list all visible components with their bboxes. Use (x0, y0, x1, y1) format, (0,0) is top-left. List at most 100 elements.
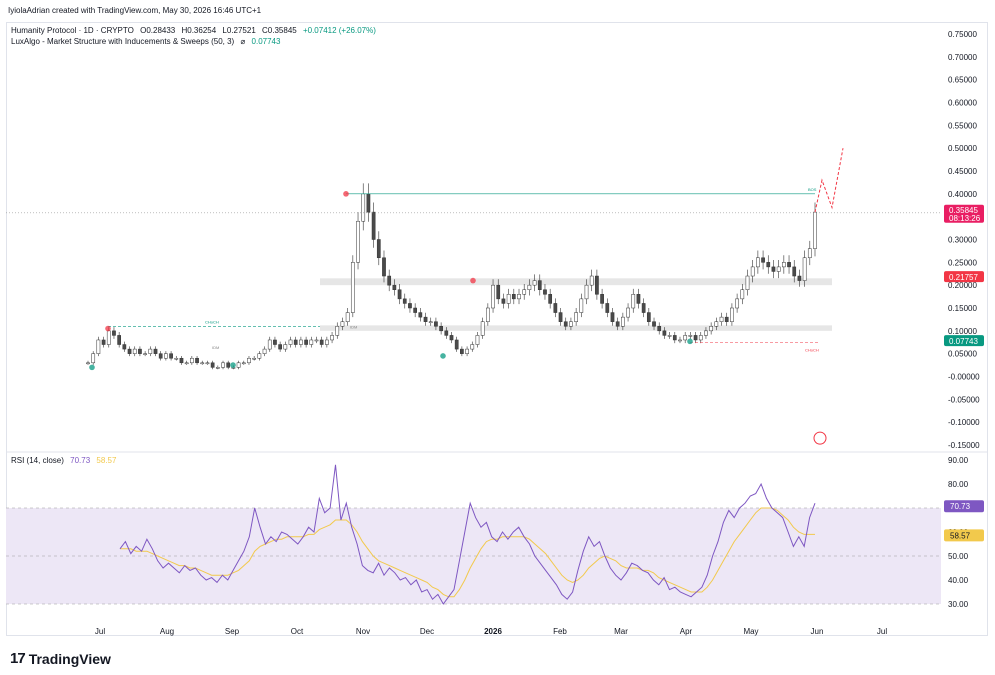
candle-body (724, 316, 729, 322)
candle-body (350, 262, 355, 313)
price-axis-tick: -0.15000 (948, 441, 980, 450)
candle-body (610, 312, 615, 322)
candle-body (215, 367, 220, 369)
candle-body (91, 353, 96, 364)
rsi-ma-value: 58.57 (96, 456, 117, 465)
ohlc-close: C0.35845 (262, 26, 297, 35)
annotation-choch: CHoCH (205, 319, 219, 324)
candle-body (589, 275, 594, 286)
time-axis-label: Feb (553, 627, 567, 636)
supply-demand-zone (320, 278, 832, 286)
candle-body (714, 321, 719, 327)
last-price-tag (944, 204, 984, 223)
level-tag-red (944, 271, 984, 283)
projection-arrow (814, 148, 844, 213)
candle-body (444, 330, 449, 336)
candle-body (735, 298, 739, 309)
candle-body (132, 348, 137, 354)
candle-body (465, 348, 469, 354)
price-axis-tick: 0.75000 (948, 30, 977, 39)
candle-body (527, 284, 532, 290)
candle-body (460, 348, 464, 354)
price-axis-tick: 0.50000 (948, 144, 977, 153)
candle-body (636, 294, 641, 304)
indicator-value: 0.07743 (251, 37, 281, 46)
candle-body (813, 211, 817, 249)
price-axis-tick: 0.25000 (948, 258, 977, 267)
candle-body (299, 339, 303, 345)
candle-body (693, 335, 698, 341)
candle-body (475, 335, 480, 345)
swing-marker (230, 362, 236, 368)
time-axis-label: Mar (614, 627, 628, 636)
candle-body (408, 303, 412, 309)
rsi-value-tag-text: 70.73 (950, 502, 971, 511)
time-axis-label: Sep (225, 627, 240, 636)
candle-body (127, 348, 132, 354)
candle-body (210, 362, 215, 368)
candle-body (314, 339, 319, 342)
candle-body (574, 312, 578, 322)
candle-body (615, 321, 620, 327)
candle-body (356, 220, 360, 263)
time-axis-label: Nov (356, 627, 370, 636)
event-flag-icon (813, 431, 827, 445)
candle-body (309, 339, 314, 345)
candle-body (506, 294, 511, 304)
ohlc-low: L0.27521 (222, 26, 256, 35)
indicator-name[interactable]: LuxAlgo - Market Structure with Induceme… (11, 37, 235, 46)
price-axis-tick: 0.10000 (948, 327, 977, 336)
candle-body (807, 248, 812, 259)
candle-body (558, 312, 563, 322)
candle-body (262, 348, 267, 354)
candle-body (335, 326, 340, 336)
time-axis-label: Apr (680, 627, 693, 636)
rsi-ma-tag (944, 529, 984, 542)
candle-body (112, 330, 116, 336)
candle-body (802, 257, 807, 281)
candle-body (397, 289, 402, 300)
candle-body (776, 266, 781, 272)
candle-body (449, 335, 454, 341)
candle-body (652, 321, 656, 327)
candle-body (195, 357, 199, 364)
time-axis-label: 2026 (484, 627, 502, 636)
rsi-value: 70.73 (70, 456, 91, 465)
countdown-value: 08:13:26 (949, 214, 981, 223)
candle-body (288, 339, 293, 345)
symbol-label[interactable]: Humanity Protocol · 1D · CRYPTO (11, 26, 134, 35)
candle-body (698, 335, 703, 341)
candle-body (158, 353, 163, 359)
candle-body (537, 280, 542, 290)
candle-body (491, 284, 495, 309)
time-axis-label: Jun (811, 627, 824, 636)
price-axis-tick: 0.15000 (948, 304, 977, 313)
time-axis-label: Dec (420, 627, 434, 636)
candle-body (454, 339, 459, 350)
candle-body (283, 344, 288, 350)
rsi-axis-tick: 80.00 (948, 480, 969, 489)
swing-marker (343, 191, 349, 197)
candle-body (148, 348, 153, 354)
candle-body (781, 262, 786, 268)
candle-body (548, 294, 553, 304)
candle-body (662, 330, 667, 336)
candle-body (205, 362, 210, 365)
price-axis-tick: -0.00000 (948, 373, 980, 382)
candle-body (428, 321, 433, 323)
supply-demand-zone (320, 325, 832, 331)
change-value: +0.07412 (+26.07%) (302, 26, 376, 35)
candle-body (511, 294, 516, 300)
candle-body (325, 339, 329, 345)
candle-body (522, 289, 527, 295)
price-axis-tick: 0.40000 (948, 190, 977, 199)
candle-body (766, 262, 771, 268)
candle-body (532, 280, 537, 286)
price-axis-tick: 0.45000 (948, 167, 977, 176)
rsi-label[interactable]: RSI (14, close) (11, 456, 64, 465)
candle-body (553, 303, 558, 313)
candle-body (719, 316, 724, 322)
candle-body (304, 339, 308, 345)
price-axis-tick: -0.10000 (948, 418, 980, 427)
